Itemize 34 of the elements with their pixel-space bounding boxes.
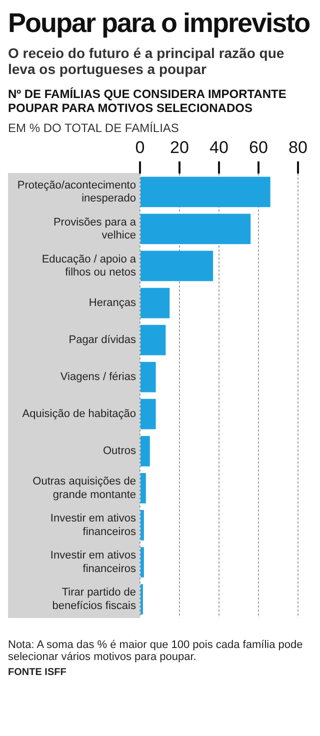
y-tick-label: Heranças <box>88 297 136 310</box>
chart-title: Poupar para o imprevisto <box>8 8 311 39</box>
x-tick-label: 0 <box>135 138 145 157</box>
y-tick-label: Investir em ativos financeiros <box>50 550 136 575</box>
bar <box>140 250 214 282</box>
x-axis-title: EM % DO TOTAL DE FAMÍLIAS <box>8 121 180 135</box>
y-tick-label: Aquisição de habitação <box>22 408 136 420</box>
bar <box>140 436 150 466</box>
bar <box>140 398 156 430</box>
y-tick-label: Provisões para a velhice <box>53 216 137 242</box>
bar <box>140 473 146 504</box>
bar <box>140 510 144 540</box>
bar <box>140 288 170 318</box>
chart-subtitle: O receio do futuro é a principal razão que leva os portugueses a poupar <box>8 45 286 77</box>
y-tick-label: Outras aquisições de grande montante <box>32 476 136 501</box>
bar <box>140 176 270 208</box>
bar <box>140 324 166 356</box>
bar <box>140 214 251 244</box>
y-tick-label: Viagens / férias <box>60 371 136 384</box>
bar <box>140 547 144 578</box>
x-tick-label: 20 <box>170 138 189 157</box>
x-tick-label: 40 <box>210 138 228 157</box>
y-tick-label: Pagar dívidas <box>68 334 136 346</box>
source-note: FONTE ISFF <box>8 667 68 678</box>
x-tick-label: 80 <box>288 138 308 157</box>
y-tick-label: Educação / apoio a filhos ou netos <box>42 253 137 279</box>
y-tick-label: Investir em ativos financeiros <box>50 512 136 538</box>
y-tick-label: Proteção/acontecimento inesperado <box>17 179 136 205</box>
text: Nota: A soma das % é maior que 100 pois cada família pode selecionar vários motivos para poupar. <box>8 639 304 663</box>
text: Nº DE FAMÍLIAS QUE CONSIDERA IMPORTANTE POUPAR PARA MOTIVOS SELECIONADOS <box>8 87 288 115</box>
bar <box>140 362 156 392</box>
x-tick-label: 60 <box>249 138 268 157</box>
y-tick-label: Tirar partido de benefícios fiscais <box>52 586 136 612</box>
y-tick-label: Outros <box>102 445 136 458</box>
